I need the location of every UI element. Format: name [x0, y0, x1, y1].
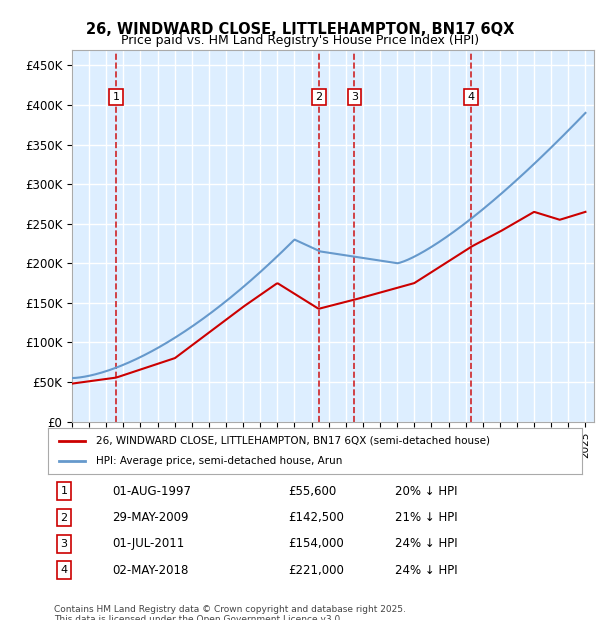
Text: £154,000: £154,000	[289, 538, 344, 551]
Text: 20% ↓ HPI: 20% ↓ HPI	[395, 485, 458, 498]
Text: Price paid vs. HM Land Registry's House Price Index (HPI): Price paid vs. HM Land Registry's House …	[121, 34, 479, 47]
Text: £142,500: £142,500	[289, 511, 344, 524]
Text: Contains HM Land Registry data © Crown copyright and database right 2025.
This d: Contains HM Land Registry data © Crown c…	[54, 604, 406, 620]
Text: 26, WINDWARD CLOSE, LITTLEHAMPTON, BN17 6QX (semi-detached house): 26, WINDWARD CLOSE, LITTLEHAMPTON, BN17 …	[96, 436, 490, 446]
Text: 24% ↓ HPI: 24% ↓ HPI	[395, 538, 458, 551]
Text: 4: 4	[61, 565, 68, 575]
Text: 02-MAY-2018: 02-MAY-2018	[112, 564, 188, 577]
Text: 2: 2	[315, 92, 322, 102]
Text: 01-JUL-2011: 01-JUL-2011	[112, 538, 184, 551]
Text: 1: 1	[61, 486, 68, 496]
Text: 21% ↓ HPI: 21% ↓ HPI	[395, 511, 458, 524]
Text: 1: 1	[113, 92, 119, 102]
Text: 3: 3	[351, 92, 358, 102]
Text: 01-AUG-1997: 01-AUG-1997	[112, 485, 191, 498]
Text: 24% ↓ HPI: 24% ↓ HPI	[395, 564, 458, 577]
Text: £55,600: £55,600	[289, 485, 337, 498]
Text: 29-MAY-2009: 29-MAY-2009	[112, 511, 188, 524]
Text: 4: 4	[468, 92, 475, 102]
Text: 2: 2	[61, 513, 68, 523]
Text: 3: 3	[61, 539, 68, 549]
Text: 26, WINDWARD CLOSE, LITTLEHAMPTON, BN17 6QX: 26, WINDWARD CLOSE, LITTLEHAMPTON, BN17 …	[86, 22, 514, 37]
Text: £221,000: £221,000	[289, 564, 344, 577]
Text: HPI: Average price, semi-detached house, Arun: HPI: Average price, semi-detached house,…	[96, 456, 343, 466]
